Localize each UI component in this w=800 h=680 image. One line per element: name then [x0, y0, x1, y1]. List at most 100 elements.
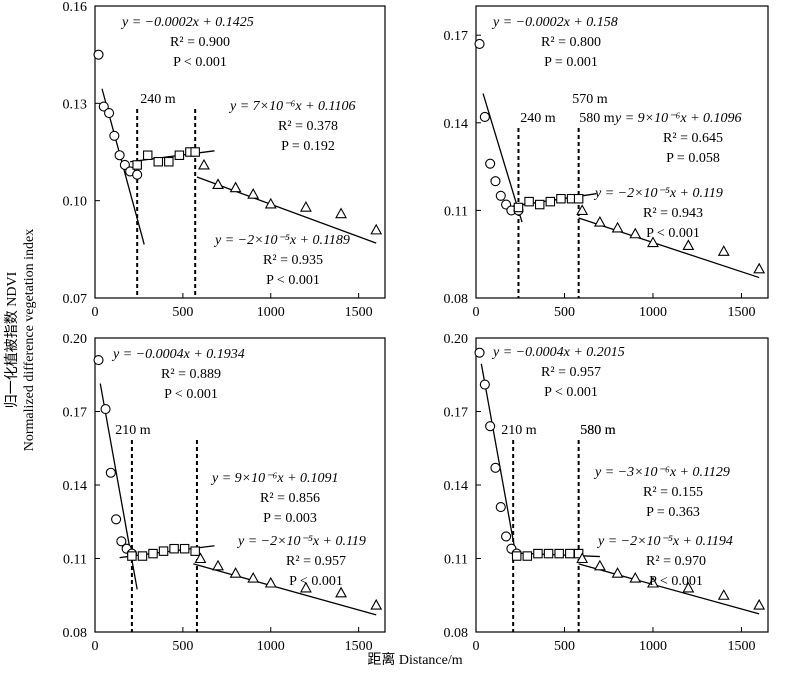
square-point: [522, 551, 533, 561]
threshold-label: 210 m: [115, 423, 151, 438]
fit-line: [482, 93, 523, 223]
y-tick-label: 0.11: [63, 553, 87, 568]
y-tick-label: 0.20: [63, 332, 88, 347]
threshold-label: 210 m: [501, 423, 537, 438]
triangle-point: [264, 576, 277, 588]
y-tick-label: 0.14: [444, 479, 469, 494]
regression-equation: y = −2×10⁻⁵x + 0.119: [236, 534, 366, 549]
fit-line: [578, 563, 760, 615]
r-squared-label: R² = 0.645: [663, 131, 723, 146]
triangle-point: [194, 552, 207, 564]
square-point: [513, 202, 524, 213]
square-point: [524, 196, 534, 207]
triangle-point: [629, 571, 642, 583]
triangle-point: [335, 207, 347, 219]
p-value-label: P = 0.192: [281, 139, 335, 154]
y-tick-label: 0.11: [444, 204, 468, 219]
x-tick-label: 500: [172, 305, 193, 320]
circle-point: [109, 130, 120, 141]
triangle-point: [576, 204, 589, 215]
y-tick-label: 0.08: [63, 626, 88, 641]
circle-point: [490, 462, 501, 473]
threshold-label: 580 m: [580, 423, 616, 438]
square-point: [533, 548, 543, 559]
p-value-label: P < 0.001: [173, 55, 227, 70]
r-squared-label: R² = 0.935: [263, 253, 323, 268]
x-tick-label: 500: [172, 639, 193, 654]
x-tick-label: 0: [92, 305, 99, 320]
square-point: [153, 156, 164, 167]
regression-equation: y = −0.0004x + 0.2015: [491, 345, 625, 360]
y-tick-label: 0.13: [63, 97, 88, 112]
square-point: [543, 548, 554, 559]
triangle-point: [212, 178, 224, 189]
circle-point: [490, 176, 501, 187]
triangle-point: [593, 215, 606, 227]
square-point: [158, 546, 169, 556]
circle-point: [116, 536, 127, 547]
plot-frame: [475, 337, 769, 633]
x-tick-label: 500: [554, 639, 575, 654]
triangle-point: [717, 245, 730, 256]
regression-equation: y = −0.0002x + 0.1425: [120, 15, 254, 30]
circle-point: [105, 467, 116, 478]
triangle-point: [576, 552, 589, 564]
x-axis-title: 距离 Distance/m: [367, 651, 462, 668]
y-tick-label: 0.20: [444, 332, 469, 347]
circle-point: [98, 101, 109, 112]
triangle-point: [299, 581, 312, 593]
triangle-point: [611, 567, 624, 578]
p-value-label: P = 0.058: [666, 151, 720, 166]
triangle-point: [753, 262, 766, 274]
p-value-label: P = 0.363: [646, 505, 700, 520]
threshold-label: 570 m: [572, 92, 608, 107]
y-tick-label: 0.08: [444, 292, 469, 307]
x-tick-label: 1500: [727, 639, 755, 654]
triangle-point: [229, 567, 242, 578]
circle-point: [119, 159, 130, 171]
regression-equation: y = −0.0004x + 0.1934: [111, 347, 245, 362]
circle-point: [495, 190, 506, 201]
panel-4: 0 500 1000 1500 0.08 0.11 0.14 0.17 0.20 210 m 580…: [444, 332, 769, 654]
r-squared-label: R² = 0.889: [161, 367, 221, 382]
threshold-label: 240 m: [520, 111, 556, 126]
triangle-point: [647, 576, 659, 588]
triangle-point: [682, 581, 695, 593]
triangle-point: [264, 197, 277, 209]
circle-point: [479, 111, 490, 123]
r-squared-label: R² = 0.856: [260, 491, 320, 506]
x-tick-label: 1500: [345, 305, 373, 320]
x-tick-label: 1000: [257, 305, 285, 320]
p-value-label: P = 0.001: [544, 55, 598, 70]
fit-line: [480, 363, 518, 560]
triangle-point: [611, 221, 624, 233]
y-tick-label: 0.17: [444, 406, 469, 421]
p-value-label: P = 0.003: [263, 511, 317, 526]
plot-frame: [475, 5, 769, 299]
x-tick-label: 0: [92, 639, 99, 654]
circle-point: [104, 108, 115, 119]
square-point: [179, 543, 190, 554]
y-tick-label: 0.08: [444, 626, 469, 641]
triangle-point: [247, 188, 260, 199]
square-point: [556, 193, 566, 204]
triangle-point: [370, 598, 383, 610]
circle-point: [111, 514, 122, 525]
fit-line: [193, 563, 377, 616]
y-tick-label: 0.14: [63, 479, 88, 494]
triangle-point: [717, 589, 730, 600]
circle-point: [100, 403, 111, 415]
square-point: [511, 551, 522, 561]
square-point: [565, 548, 575, 559]
x-tick-label: 1500: [345, 639, 373, 654]
r-squared-label: R² = 0.943: [643, 206, 703, 221]
p-value-label: P < 0.001: [164, 387, 218, 402]
y-tick-label: 0.11: [444, 553, 468, 568]
triangle-point: [370, 223, 383, 235]
square-point: [554, 548, 564, 559]
square-point: [148, 548, 158, 559]
square-point: [573, 193, 584, 204]
circle-point: [485, 421, 496, 432]
y-tick-label: 0.17: [444, 29, 469, 44]
